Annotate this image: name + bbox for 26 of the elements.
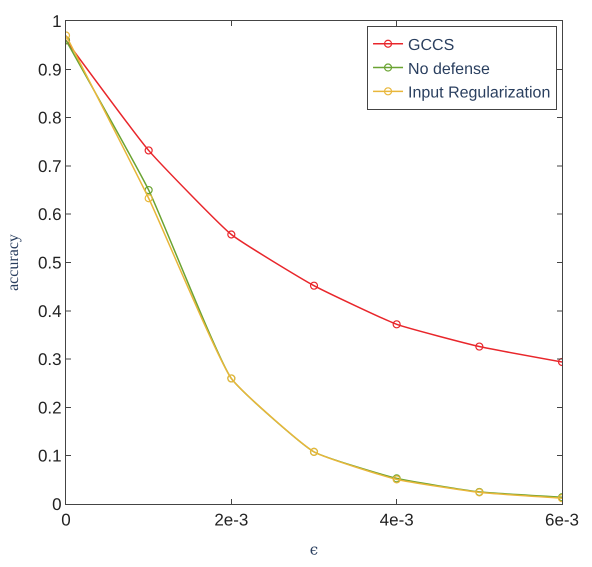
point: [310, 282, 318, 290]
y-axis-title: accuracy: [4, 234, 22, 291]
point: [144, 194, 153, 202]
y-tick-label: 0.2: [38, 398, 62, 418]
y-tick-label: 0.5: [38, 253, 62, 272]
y-tick-label: 0.4: [38, 302, 62, 321]
legend-label: Input Regularization: [408, 84, 550, 102]
y-tick-label: 0.7: [38, 156, 62, 176]
y-tick-label: 0.1: [38, 446, 62, 466]
point: [392, 320, 401, 328]
x-tick-label: 4e-3: [380, 510, 414, 530]
point: [144, 186, 153, 194]
point: [475, 342, 484, 351]
legend-label: No defense: [408, 60, 490, 78]
y-tick-label: 0: [52, 494, 62, 514]
point: [144, 146, 153, 155]
point: [227, 230, 236, 239]
y-tick-label: 0.8: [38, 108, 62, 128]
y-tick-label: 0.9: [38, 60, 62, 80]
x-axis-title: ϵ: [310, 540, 318, 558]
y-tick-label: 0.6: [38, 205, 62, 224]
y-tick-label: 1: [52, 12, 62, 31]
legend-label: GCCS: [408, 36, 454, 54]
y-tick-label: 0.3: [38, 350, 62, 370]
x-tick-label: 2e-3: [214, 510, 248, 530]
x-tick-label: 6e-3: [544, 510, 580, 530]
